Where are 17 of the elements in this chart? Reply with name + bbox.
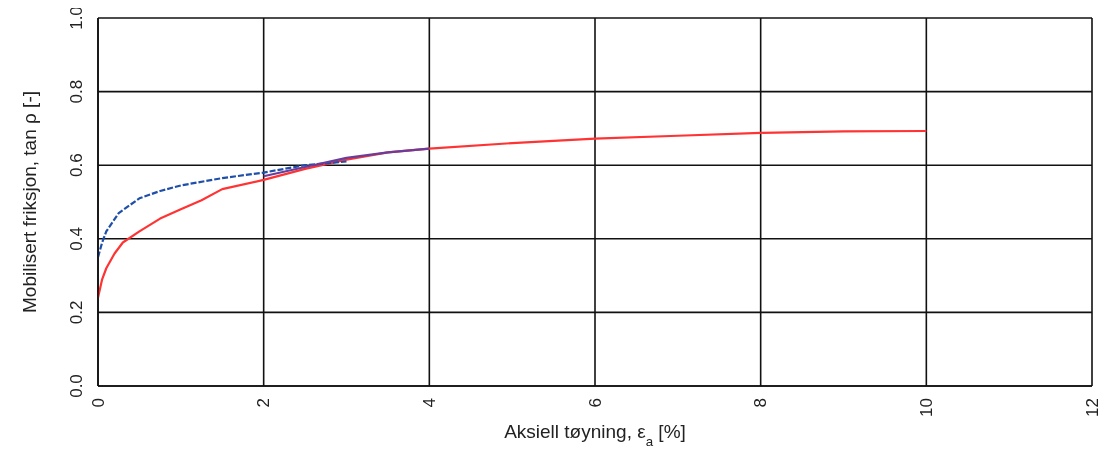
y-tick-label: 0.0 [67,374,86,398]
x-axis-title: Aksiell tøyning, ε$_{a}$ [%] [504,421,686,449]
line-series [98,160,348,259]
x-tick-label: 8 [751,398,771,408]
x-tick-label: 12 [1082,398,1102,417]
y-tick-label: 0.8 [67,79,86,104]
x-tick-label: 4 [419,398,439,408]
line-series [98,129,928,299]
y-tick-label: 0.2 [67,300,86,325]
y-tick-label: 0.6 [67,153,86,178]
y-tick-label: 0.4 [67,226,86,251]
x-tick-label: 10 [916,398,936,417]
x-tick-label: 0 [88,398,108,408]
y-axis-title: Mobilisert friksjon, tan ρ [-] [19,91,40,313]
line-series [262,147,431,178]
x-tick-label: 6 [585,398,605,408]
x-tick-label: 2 [254,398,274,408]
